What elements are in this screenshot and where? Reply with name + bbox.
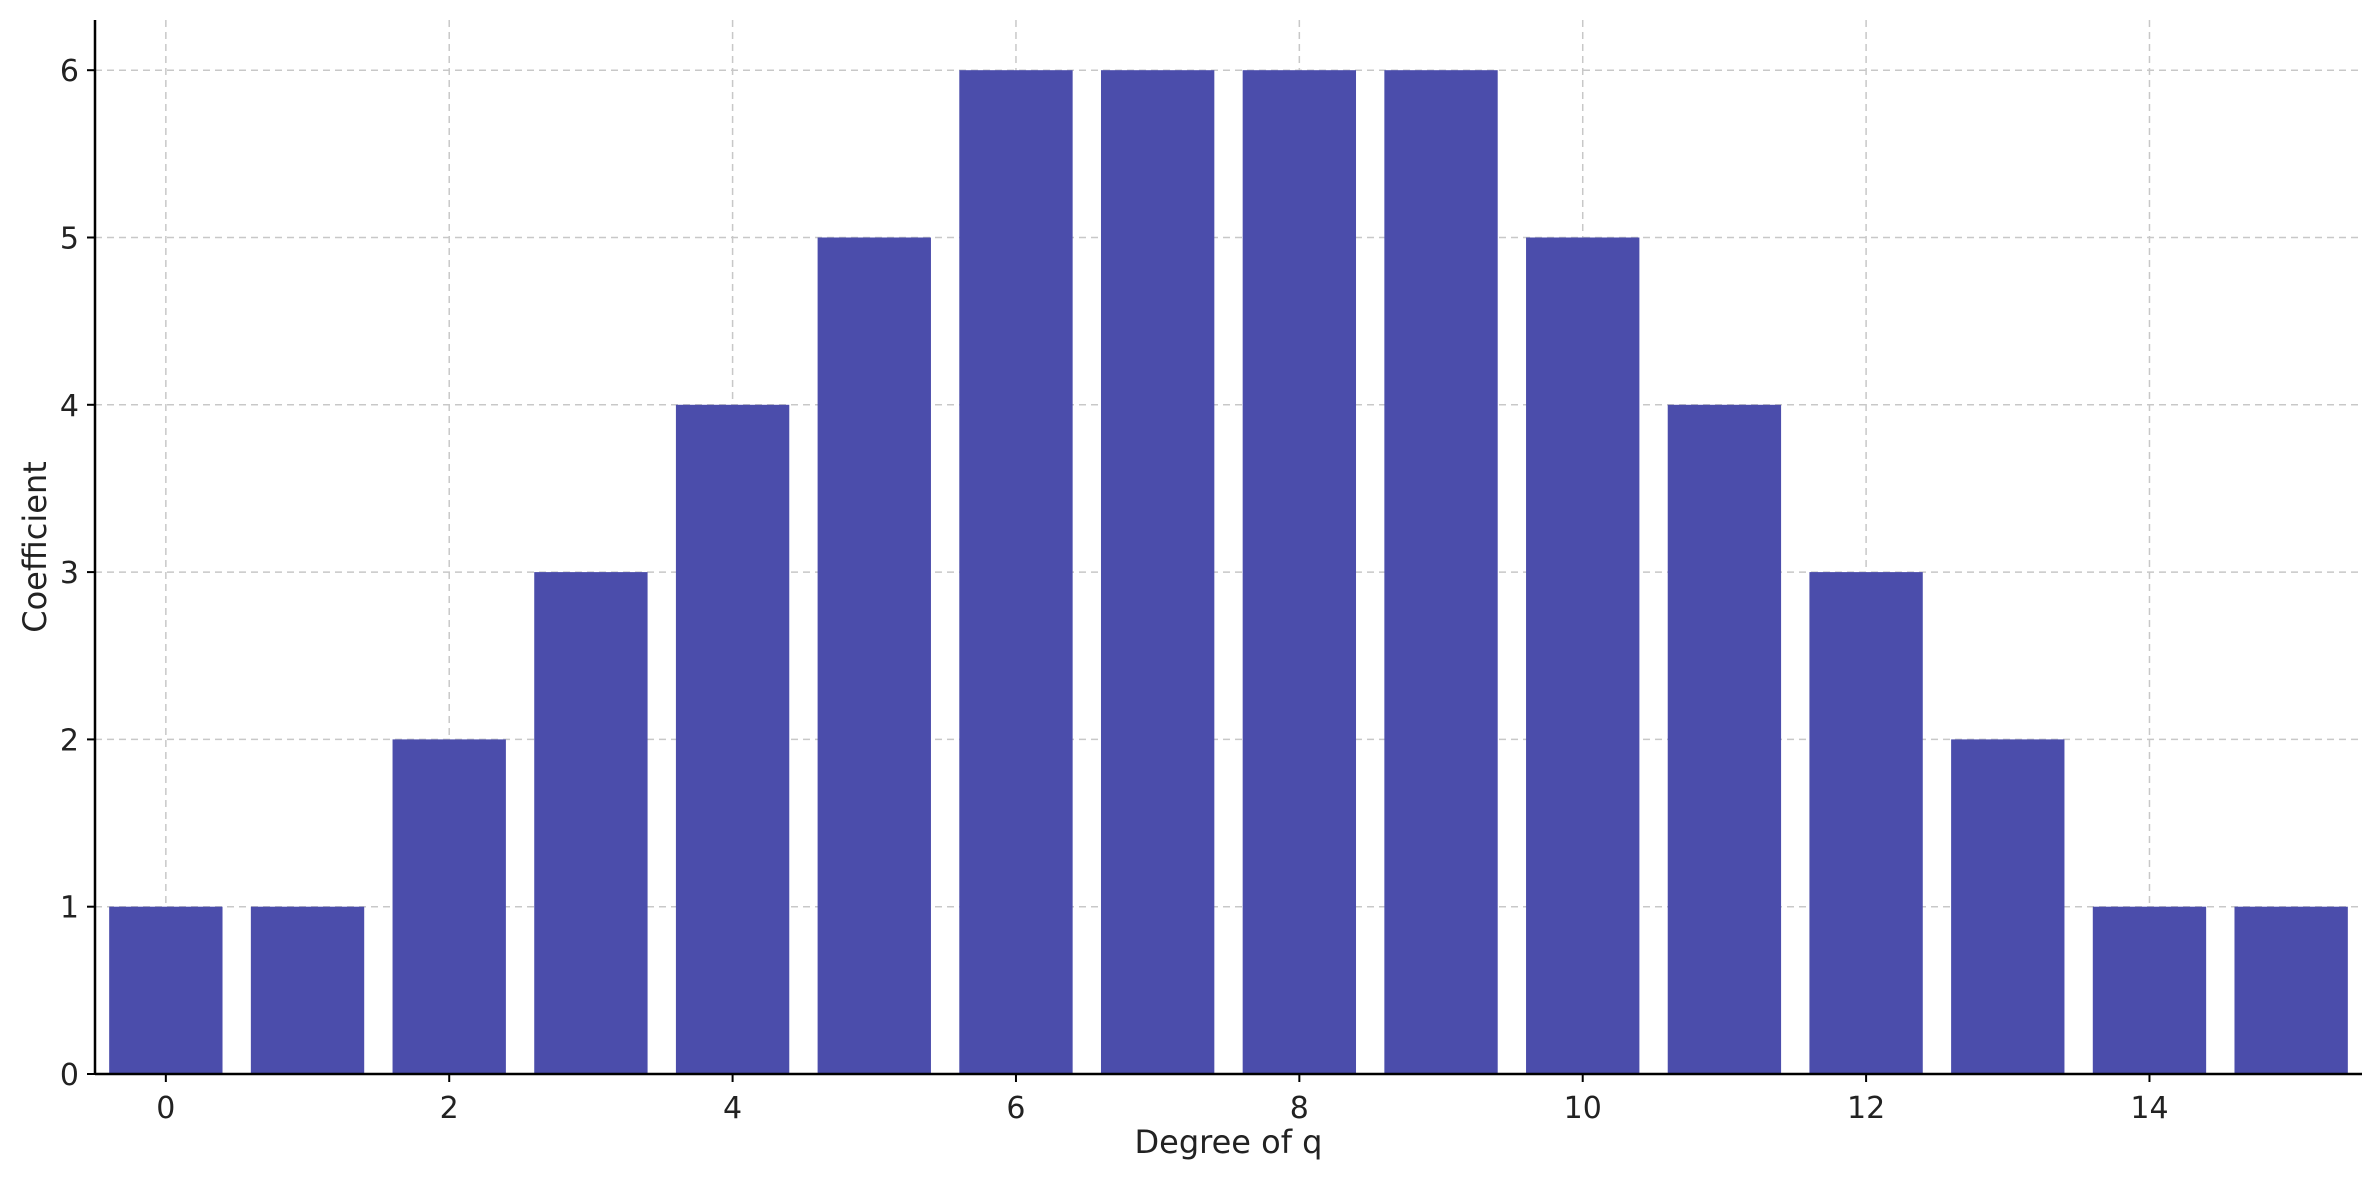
x-tick-label: 10 [1564, 1091, 1602, 1126]
bar-degree-0 [109, 906, 223, 1074]
bar-degree-1 [250, 906, 365, 1074]
y-tick-label: 0 [60, 1058, 79, 1093]
y-tick-label: 2 [60, 723, 79, 758]
x-tick-label: 14 [2130, 1091, 2168, 1126]
bar-degree-3 [534, 572, 648, 1074]
x-tick-label: 2 [440, 1091, 459, 1126]
y-tick-label: 3 [60, 556, 79, 591]
bar-degree-4 [675, 404, 790, 1074]
bar-degree-10 [1526, 237, 1640, 1074]
y-tick-label: 4 [60, 389, 79, 424]
bar-degree-2 [392, 739, 506, 1074]
x-tick-label: 6 [1006, 1091, 1025, 1126]
bar-degree-11 [1667, 404, 1782, 1074]
bar-degree-15 [2234, 906, 2348, 1074]
bar-degree-12 [1809, 572, 1923, 1074]
x-axis-title: Degree of q [1135, 1123, 1323, 1161]
x-tick-label: 0 [156, 1091, 175, 1126]
bar-degree-13 [1951, 739, 2065, 1074]
x-tick-label: 12 [1847, 1091, 1885, 1126]
axes [93, 20, 2362, 1076]
bar-degree-6 [959, 70, 1073, 1074]
y-axis-title: Coefficient [16, 461, 54, 633]
bar-degree-9 [1384, 70, 1498, 1074]
bar-degree-8 [1242, 70, 1357, 1074]
x-tick-label: 4 [723, 1091, 742, 1126]
x-tick-label: 8 [1290, 1091, 1309, 1126]
y-tick-label: 1 [60, 891, 79, 926]
y-tick-label: 6 [60, 54, 79, 89]
y-tick-label: 5 [60, 221, 79, 256]
bar-degree-5 [817, 237, 931, 1074]
bars [109, 70, 2348, 1074]
bar-degree-14 [2092, 906, 2207, 1074]
bar-degree-7 [1100, 70, 1215, 1074]
